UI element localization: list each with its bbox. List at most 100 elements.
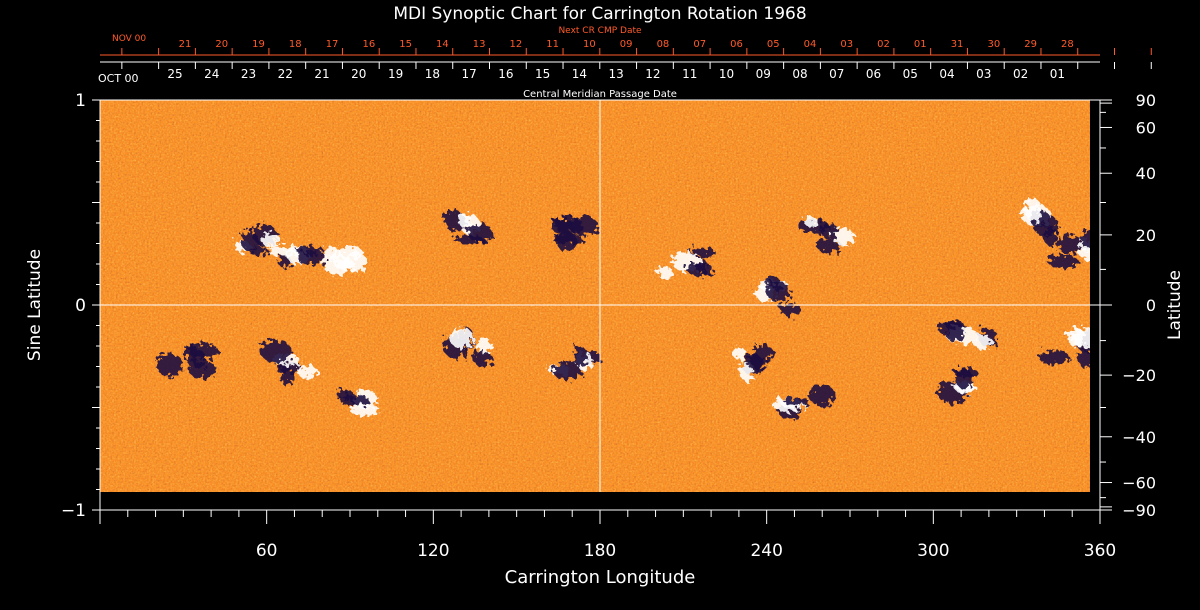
axes: 60 120 180 240 300 36010−1906040200−20−40−60−… [61,39,1156,561]
positive-flux-patch [1025,197,1042,222]
negative-flux-patch [1043,226,1057,246]
next-cr-date: 28 [1061,39,1074,50]
negative-flux-patch [778,303,802,317]
positive-flux-patch [476,337,492,354]
negative-flux-patch [1082,229,1090,251]
current-cr-date: 02 [1013,67,1028,81]
negative-flux-patch [1039,349,1070,366]
active-region [1039,327,1090,368]
next-cr-label: Next CR CMP Date [558,26,642,36]
image-bottom-margin [100,492,1090,510]
next-cr-date: 10 [583,39,596,50]
active-region [550,215,599,252]
negative-flux-patch [472,351,493,366]
positive-flux-patch [297,365,319,379]
grid-lines [100,100,1100,510]
positive-flux-patch [1079,247,1090,261]
current-cr-date: 17 [461,67,476,81]
x-tick-label: 240 [750,541,782,561]
positive-flux-patch [973,333,992,351]
current-cr-date: 03 [976,67,991,81]
next-cr-date: 07 [693,39,706,50]
negative-flux-patch [156,353,184,377]
next-cr-date: 09 [620,39,633,50]
positive-flux-patch [804,216,818,228]
current-cr-date: 07 [829,67,844,81]
next-cr-date: 17 [326,39,339,50]
active-region [322,246,368,276]
positive-flux-patch [732,346,746,360]
next-cr-date: 19 [252,39,265,50]
x-tick-label: 60 [256,541,278,561]
next-cr-date: 31 [951,39,964,50]
positive-flux-patch [334,259,355,270]
current-cr-date: 21 [314,67,329,81]
positive-flux-patch [349,404,381,416]
current-month-label: OCT 00 [98,72,139,85]
positive-flux-patch [261,232,280,248]
next-cr-date: 01 [914,39,927,50]
y-right-tick-label: −40 [1122,428,1156,447]
positive-flux-patch [1071,328,1090,348]
y-right-tick-label: 90 [1136,91,1156,110]
x-tick-label: 180 [584,541,616,561]
y-right-tick-label: −90 [1122,501,1156,520]
current-cr-date: 24 [204,67,219,81]
active-region [937,367,978,404]
negative-flux-patch [746,356,769,370]
current-cr-date: 01 [1050,67,1065,81]
current-cr-date: 05 [903,67,918,81]
negative-flux-patch [241,231,260,253]
next-cr-date: 30 [987,39,1000,50]
current-cr-date: 20 [351,67,366,81]
active-region [267,245,326,269]
active-region [444,210,493,244]
next-cr-date: 02 [877,39,890,50]
negative-flux-patch [765,281,791,301]
negative-flux-patch [337,389,354,400]
active-region [337,388,381,416]
active-region [233,224,280,256]
y-left-tick-label: −1 [61,501,86,521]
next-cr-date: 11 [546,39,559,50]
negative-flux-patch [573,345,587,366]
current-cr-date: 12 [645,67,660,81]
positive-flux-patch [324,246,341,261]
current-cr-date: 19 [388,67,403,81]
current-cr-date: 09 [756,67,771,81]
active-region [754,275,802,317]
magnetogram-image [100,100,1090,492]
negative-flux-patch [1047,255,1079,269]
next-cr-date: 08 [657,39,670,50]
current-cr-date: 08 [792,67,807,81]
negative-flux-patch [1057,235,1083,254]
negative-flux-patch [955,367,973,390]
negative-flux-patch [260,339,292,363]
y-right-tick-label: 20 [1136,226,1156,245]
next-cr-date: 16 [362,39,375,50]
positive-flux-patch [657,266,674,279]
next-cr-date: 21 [179,39,192,50]
y-right-tick-label: 60 [1136,118,1156,137]
negative-flux-patch [1077,350,1090,368]
active-region [657,247,716,279]
active-region [732,344,774,381]
y-left-tick-label: 1 [75,91,86,111]
y-axis-left-label: Sine Latitude [25,249,45,361]
active-region [771,383,835,421]
x-axis-label: Carrington Longitude [505,567,696,588]
active-region [443,327,493,366]
negative-flux-patch [686,262,714,276]
active-region [937,320,997,351]
current-cr-date: 06 [866,67,881,81]
negative-flux-patch [945,320,964,343]
next-cr-date: 15 [399,39,412,50]
current-cr-date: 11 [682,67,697,81]
negative-flux-patch [554,216,584,235]
cmp-caption: Central Meridian Passage Date [523,89,677,100]
current-cr-date: 04 [939,67,954,81]
negative-flux-patch [820,222,838,239]
negative-flux-patch [783,397,809,406]
positive-flux-patch [449,327,474,349]
